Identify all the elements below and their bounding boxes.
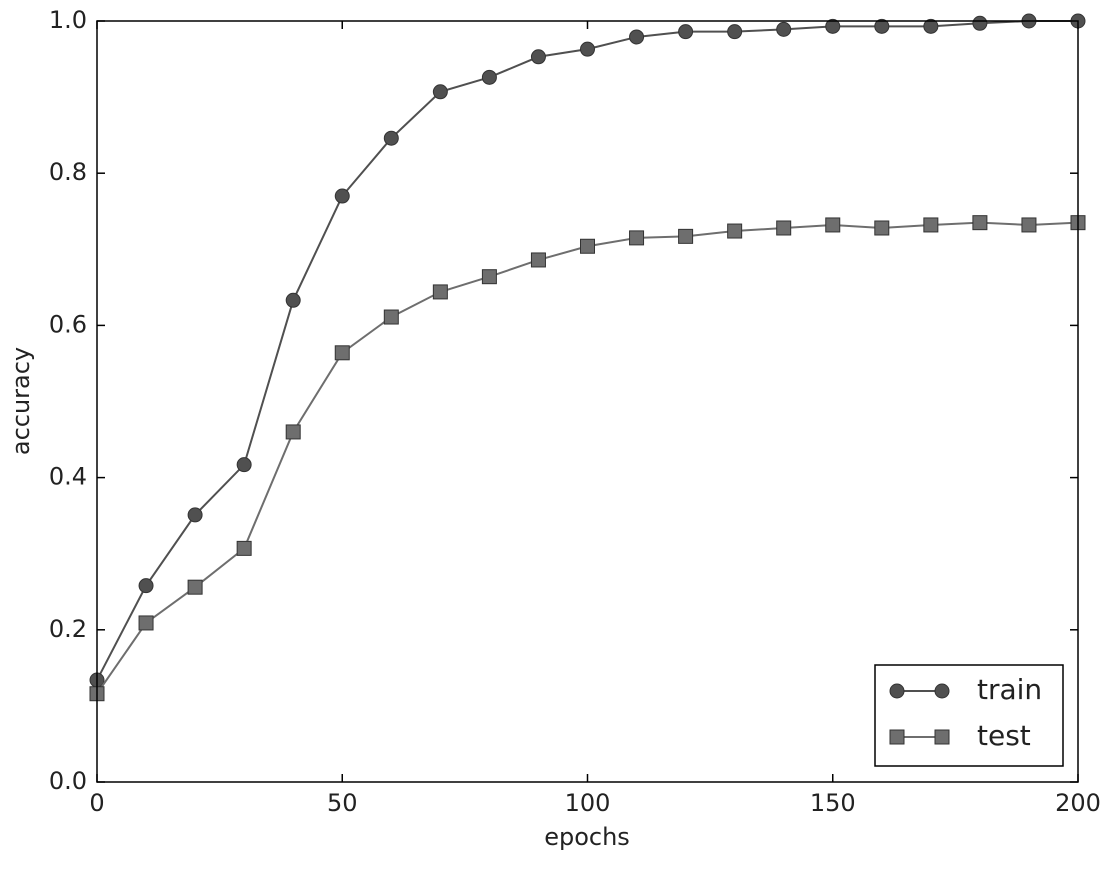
- y-tick-label: 0.0: [49, 767, 87, 795]
- data-point: [727, 223, 743, 239]
- legend-marker: [934, 729, 950, 745]
- x-axis-label: epochs: [544, 823, 630, 851]
- legend-box: [874, 664, 1064, 767]
- legend-label: test: [977, 719, 1031, 752]
- data-point: [334, 345, 350, 361]
- data-point: [1021, 217, 1037, 233]
- y-axis-label: accuracy: [7, 347, 35, 455]
- legend-marker: [889, 683, 905, 699]
- x-tick-label: 100: [565, 789, 611, 817]
- data-point: [187, 507, 203, 523]
- plot-frame: [96, 20, 1079, 783]
- data-point: [138, 578, 154, 594]
- data-point: [580, 41, 595, 57]
- data-point: [187, 579, 203, 595]
- data-point: [530, 252, 546, 268]
- data-point: [825, 217, 841, 233]
- data-point: [285, 292, 301, 308]
- data-point: [678, 24, 694, 40]
- data-point: [236, 540, 252, 556]
- data-point: [236, 457, 252, 473]
- data-point: [972, 15, 988, 31]
- data-point: [923, 18, 939, 34]
- data-point: [383, 309, 399, 325]
- data-point: [481, 269, 497, 285]
- series-line: [96, 20, 1078, 681]
- legend-marker: [934, 683, 950, 699]
- y-tick-label: 0.4: [49, 463, 87, 491]
- data-point: [629, 29, 645, 45]
- data-point: [432, 84, 448, 100]
- data-point: [727, 24, 743, 40]
- data-point: [874, 220, 890, 236]
- data-point: [432, 284, 448, 300]
- x-tick-label: 200: [1055, 789, 1101, 817]
- x-tick-label: 0: [89, 789, 104, 817]
- legend-marker: [889, 729, 905, 745]
- data-point: [530, 49, 546, 65]
- data-point: [776, 220, 792, 236]
- data-point: [923, 217, 939, 233]
- legend-label: train: [977, 673, 1042, 706]
- y-tick-label: 0.6: [49, 310, 87, 338]
- data-point: [629, 230, 645, 246]
- data-point: [481, 69, 497, 85]
- data-point: [138, 615, 154, 631]
- data-point: [383, 130, 399, 146]
- y-tick-label: 0.8: [49, 158, 87, 186]
- y-tick-label: 1.0: [49, 6, 87, 34]
- x-tick-label: 150: [810, 789, 856, 817]
- data-point: [825, 18, 841, 34]
- data-point: [874, 18, 890, 34]
- y-tick-label: 0.2: [49, 615, 87, 643]
- x-tick-label: 50: [327, 789, 358, 817]
- data-point: [776, 21, 792, 37]
- data-point: [334, 188, 350, 204]
- data-point: [972, 215, 988, 231]
- data-point: [678, 228, 694, 244]
- data-point: [285, 424, 301, 440]
- data-point: [580, 238, 595, 254]
